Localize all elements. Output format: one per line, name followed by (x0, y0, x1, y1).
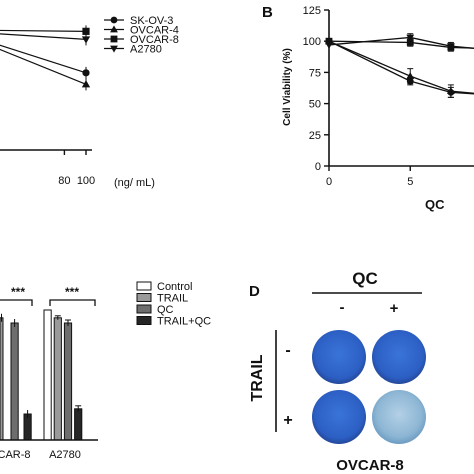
panel-b-data-point (446, 87, 455, 95)
panel-b-x-axis-label: QC (425, 197, 445, 212)
panel-c-bar (0, 317, 4, 441)
panel-a-legend-marker (110, 35, 118, 43)
panel-b-letter: B (262, 4, 273, 21)
panel-a-legend-label: A2780 (130, 44, 162, 56)
panel-c-legend-swatch (136, 281, 152, 291)
panel-a-series-line (0, 48, 87, 85)
panel-d-letter: D (249, 283, 260, 300)
panel-b-data-point (325, 37, 333, 45)
panel-c-legend-label: QC (157, 304, 174, 316)
panel-b-axes: 02550751001250510 (303, 5, 474, 188)
panel-c-plot: *** *** CAR-8 A2780 (0, 285, 98, 461)
panel-c-category-label: CAR-8 (0, 449, 31, 461)
well-trail-minus-qc-plus (372, 330, 426, 384)
panel-c-bar (53, 317, 62, 441)
panel-b-line-chart: B Cell Viability (%) QC 0255075100125051… (262, 4, 474, 212)
panel-c-legend-label: TRAIL (157, 293, 188, 305)
panel-a-data-point (81, 80, 91, 88)
panel-d-well-image: D QC - + TRAIL - + OVCAR-8 (249, 269, 426, 474)
panel-a-data-point (82, 69, 90, 77)
panel-b-x-tick-label: 0 (326, 176, 332, 188)
panel-c-legend-swatch (136, 304, 152, 314)
panel-c-bar (74, 408, 83, 441)
panel-b-data-point (325, 42, 333, 50)
panel-d-col-label-plus: + (390, 300, 399, 317)
panel-c-bar (43, 309, 52, 441)
panel-d-col-label-minus: - (340, 299, 345, 316)
panel-a-series (0, 25, 91, 91)
panel-c-bar (10, 322, 19, 441)
panel-a-x-tick-label: 100 (77, 175, 95, 187)
panel-a-x-tick-label: 80 (58, 175, 70, 187)
panel-c-significance-bracket (0, 299, 33, 306)
panel-d-row-label-plus: + (283, 412, 292, 429)
panel-a-series-line (0, 29, 87, 32)
panel-b-data-point (406, 72, 415, 80)
panel-b-x-tick-label: 5 (407, 176, 413, 188)
panel-d-column-header: QC (352, 269, 378, 288)
panel-a-legend-label: SK-OV-3 (130, 15, 173, 27)
panel-b-y-tick-label: 50 (309, 99, 321, 111)
panel-c-significance-label: *** (65, 285, 79, 299)
panel-b-y-tick-label: 100 (303, 36, 321, 48)
panel-a-legend-label: OVCAR-8 (130, 34, 179, 46)
well-trail-plus-qc-plus (372, 390, 426, 444)
panel-c-significance-bracket (49, 299, 96, 306)
panel-d-row-label-minus: - (285, 342, 290, 359)
panel-b-y-axis-label: Cell Viability (%) (282, 48, 293, 126)
panel-b-y-tick-label: 75 (309, 67, 321, 79)
panel-b-series-line (328, 40, 474, 95)
panel-b-data-point (406, 39, 414, 46)
panel-c-category-label: A2780 (49, 449, 81, 461)
panel-b-y-tick-label: 25 (309, 130, 321, 142)
panel-c-legend-label: Control (157, 281, 192, 293)
panel-b-series (325, 33, 474, 98)
panel-a-legend-marker (110, 45, 118, 53)
well-trail-minus-qc-minus (312, 330, 366, 384)
panel-c-significance-label: *** (11, 285, 25, 299)
panel-b-data-point (446, 43, 455, 51)
panel-c-legend-swatch (136, 316, 152, 325)
panel-b-y-tick-label: 0 (315, 161, 321, 173)
panel-c-bar (63, 322, 73, 441)
panel-a-x-unit-label: (ng/ mL) (114, 177, 155, 189)
panel-c-legend-swatch (136, 293, 152, 302)
panel-a-data-point (81, 36, 91, 44)
panel-d-row-header: TRAIL (249, 354, 266, 401)
panel-a-series-line (0, 44, 87, 74)
panel-c-legend-label: TRAIL+QC (157, 316, 211, 328)
panel-a-legend-marker (110, 16, 118, 24)
panel-a-legend-marker (110, 25, 118, 33)
panel-a-legend-label: OVCAR-4 (130, 25, 179, 37)
panel-b-y-tick-label: 125 (303, 5, 321, 17)
well-trail-plus-qc-minus (312, 390, 366, 444)
panel-b-data-point (406, 34, 415, 42)
panel-a-data-point (82, 27, 90, 35)
panel-d-caption: OVCAR-8 (336, 457, 404, 474)
panel-a-series-line (0, 33, 87, 41)
panel-a-axes: 80 100 (0, 149, 95, 187)
